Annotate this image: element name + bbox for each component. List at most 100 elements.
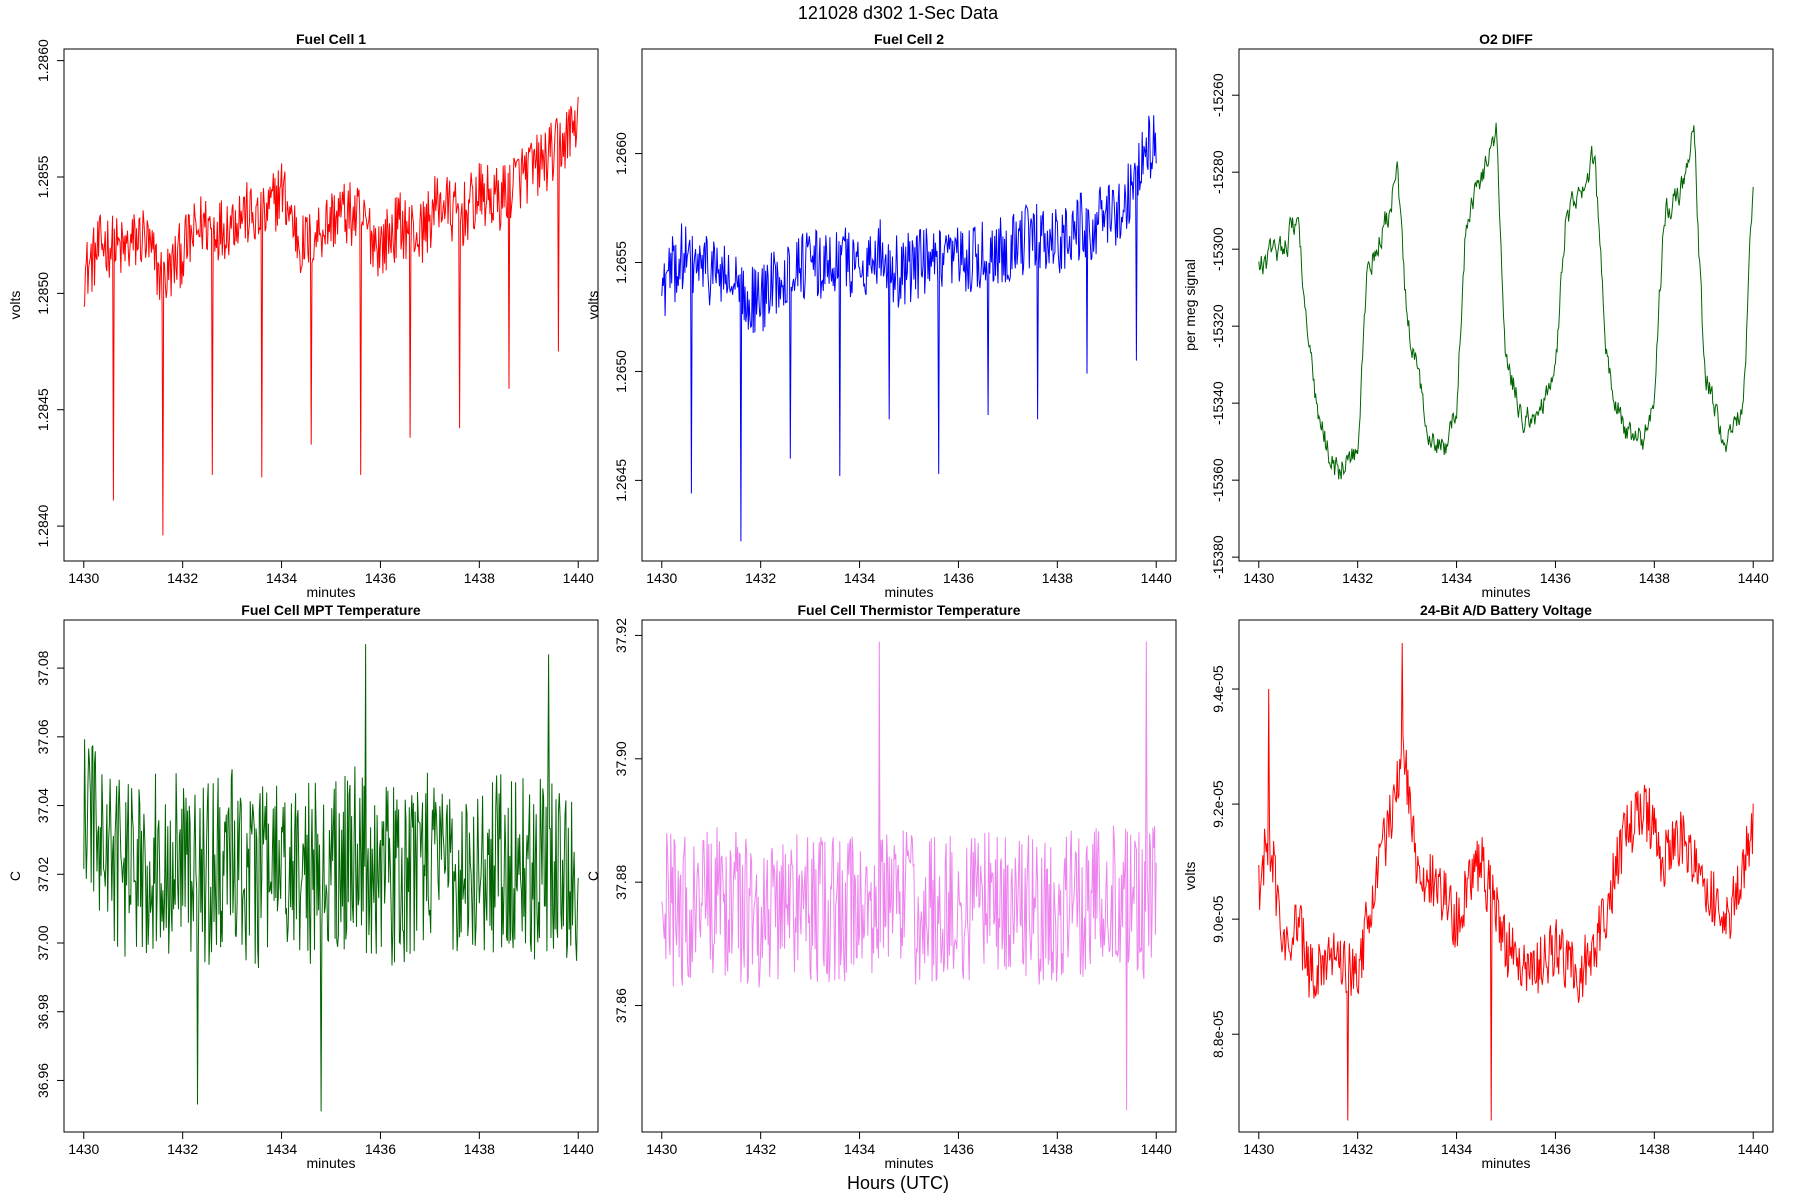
panel-5-x-tick-label: 1438 [1042, 1141, 1073, 1157]
panel-2-x-tick-label: 1430 [646, 570, 677, 586]
panel-1: Fuel Cell 1 1430 1432 1434 1436 1438 1440 minut… [7, 31, 599, 600]
panel-2-x-tick-label: 1436 [943, 570, 974, 586]
panel-3-y-tick-label: -15380 [1210, 535, 1226, 579]
panel-1-x-tick-label: 1430 [68, 570, 99, 586]
panel-3-x-tick-label: 1438 [1639, 570, 1670, 586]
panel-2-x-axis-label: minutes [884, 584, 933, 600]
panel-2-series-line [661, 115, 1157, 542]
panel-5-series-line [661, 641, 1157, 1111]
panel-1-y-tick-label: 1.2845 [35, 388, 51, 431]
panel-6-x-tick-label: 1438 [1639, 1141, 1670, 1157]
panel-2-x-tick-label: 1440 [1141, 570, 1172, 586]
panel-4-x-tick-label: 1440 [563, 1141, 594, 1157]
panel-3-x-axis-label: minutes [1481, 584, 1530, 600]
panel-6-x-tick-label: 1430 [1243, 1141, 1274, 1157]
panel-6-x-tick-label: 1432 [1342, 1141, 1373, 1157]
panel-3-x-tick-label: 1430 [1243, 570, 1274, 586]
panel-3-y-tick-label: -15300 [1210, 227, 1226, 271]
panel-6: 24-Bit A/D Battery Voltage 1430 1432 1434 14… [1182, 602, 1774, 1171]
panel-2-y-tick-label: 1.2655 [613, 241, 629, 284]
panel-2-x-tick-label: 1438 [1042, 570, 1073, 586]
panel-5-x-tick-label: 1440 [1141, 1141, 1172, 1157]
panel-1-x-tick-label: 1434 [266, 570, 297, 586]
panel-3: O2 DIFF 1430 1432 1434 1436 1438 1440 minutes -1… [1182, 31, 1774, 600]
panel-5-x-tick-label: 1434 [844, 1141, 875, 1157]
panel-4-plot-frame [63, 619, 599, 1133]
panel-3-y-tick-label: -15260 [1210, 73, 1226, 117]
panel-2-y-tick-label: 1.2650 [613, 350, 629, 393]
panel-3-y-tick-label: -15320 [1210, 304, 1226, 348]
panel-1-x-tick-label: 1438 [464, 570, 495, 586]
x-axis-caption: Hours (UTC) [847, 1173, 949, 1193]
panel-6-x-axis-label: minutes [1481, 1155, 1530, 1171]
panel-5-y-tick-label: 37.90 [613, 741, 629, 776]
panel-2-title: Fuel Cell 2 [874, 31, 944, 47]
panel-6-title: 24-Bit A/D Battery Voltage [1420, 602, 1592, 618]
panel-6-y-tick-label: 9.0e-05 [1210, 895, 1226, 943]
panel-6-x-tick-label: 1436 [1540, 1141, 1571, 1157]
panel-4-y-tick-label: 37.02 [35, 857, 51, 892]
panel-1-x-axis-label: minutes [306, 584, 355, 600]
panel-1-y-axis-label: volts [7, 291, 23, 320]
panel-1-x-tick-label: 1432 [167, 570, 198, 586]
panel-4-y-axis-label: C [7, 871, 23, 881]
panel-4-y-tick-label: 36.98 [35, 994, 51, 1029]
panel-4-y-tick-label: 36.96 [35, 1063, 51, 1098]
panel-3-plot-frame [1238, 48, 1774, 562]
panel-5-x-tick-label: 1432 [745, 1141, 776, 1157]
panel-6-x-tick-label: 1434 [1441, 1141, 1472, 1157]
panel-4-x-tick-label: 1434 [266, 1141, 297, 1157]
figure-title: 121028 d302 1-Sec Data [798, 3, 999, 23]
panel-6-y-tick-label: 8.8e-05 [1210, 1010, 1226, 1058]
panel-3-x-tick-label: 1440 [1738, 570, 1769, 586]
panel-2-y-axis-label: volts [585, 291, 601, 320]
panel-3-x-tick-label: 1434 [1441, 570, 1472, 586]
panel-1-x-tick-label: 1440 [563, 570, 594, 586]
panel-5-y-axis-label: C [585, 871, 601, 881]
panel-6-y-axis-label: volts [1182, 862, 1198, 891]
panel-6-plot-frame [1238, 619, 1774, 1133]
panel-2-x-tick-label: 1434 [844, 570, 875, 586]
panel-1-y-tick-label: 1.2840 [35, 504, 51, 547]
panel-4-series-line [83, 644, 579, 1112]
panel-3-y-axis-label: per meg signal [1182, 259, 1198, 351]
panel-4-x-tick-label: 1430 [68, 1141, 99, 1157]
panel-4-x-tick-label: 1438 [464, 1141, 495, 1157]
panel-5-x-tick-label: 1430 [646, 1141, 677, 1157]
panel-6-x-tick-label: 1440 [1738, 1141, 1769, 1157]
panel-3-x-tick-label: 1432 [1342, 570, 1373, 586]
panel-1-title: Fuel Cell 1 [296, 31, 366, 47]
panel-4-x-tick-label: 1436 [365, 1141, 396, 1157]
panels: Fuel Cell 1 1430 1432 1434 1436 1438 1440 minut… [7, 31, 1774, 1171]
panel-5: Fuel Cell Thermistor Temperature 1430 1432… [585, 602, 1177, 1171]
panel-6-series-line [1258, 642, 1754, 1121]
panel-5-x-axis-label: minutes [884, 1155, 933, 1171]
panel-5-y-tick-label: 37.92 [613, 618, 629, 653]
panel-3-y-tick-label: -15280 [1210, 150, 1226, 194]
panel-5-y-tick-label: 37.86 [613, 988, 629, 1023]
panel-2: Fuel Cell 2 1430 1432 1434 1436 1438 1440 minut… [585, 31, 1177, 600]
panel-4-x-tick-label: 1432 [167, 1141, 198, 1157]
panel-2-y-tick-label: 1.2645 [613, 459, 629, 502]
panel-3-y-tick-label: -15360 [1210, 458, 1226, 502]
panel-3-x-tick-label: 1436 [1540, 570, 1571, 586]
panel-1-x-tick-label: 1436 [365, 570, 396, 586]
panel-1-y-tick-label: 1.2850 [35, 272, 51, 315]
panel-5-title: Fuel Cell Thermistor Temperature [797, 602, 1020, 618]
panel-1-y-tick-label: 1.2855 [35, 155, 51, 198]
panel-4-y-tick-label: 37.08 [35, 650, 51, 685]
panel-3-series-line [1258, 122, 1754, 480]
panel-4-x-axis-label: minutes [306, 1155, 355, 1171]
panel-4-y-tick-label: 37.04 [35, 788, 51, 823]
panel-5-x-tick-label: 1436 [943, 1141, 974, 1157]
panel-3-title: O2 DIFF [1479, 31, 1533, 47]
panel-4-y-tick-label: 37.06 [35, 719, 51, 754]
panel-4-title: Fuel Cell MPT Temperature [241, 602, 421, 618]
panel-2-y-tick-label: 1.2660 [613, 132, 629, 175]
panel-2-x-tick-label: 1432 [745, 570, 776, 586]
panel-2-plot-frame [641, 48, 1177, 562]
panel-1-y-tick-label: 1.2860 [35, 39, 51, 82]
panel-3-y-tick-label: -15340 [1210, 381, 1226, 425]
panel-6-y-tick-label: 9.2e-05 [1210, 780, 1226, 828]
